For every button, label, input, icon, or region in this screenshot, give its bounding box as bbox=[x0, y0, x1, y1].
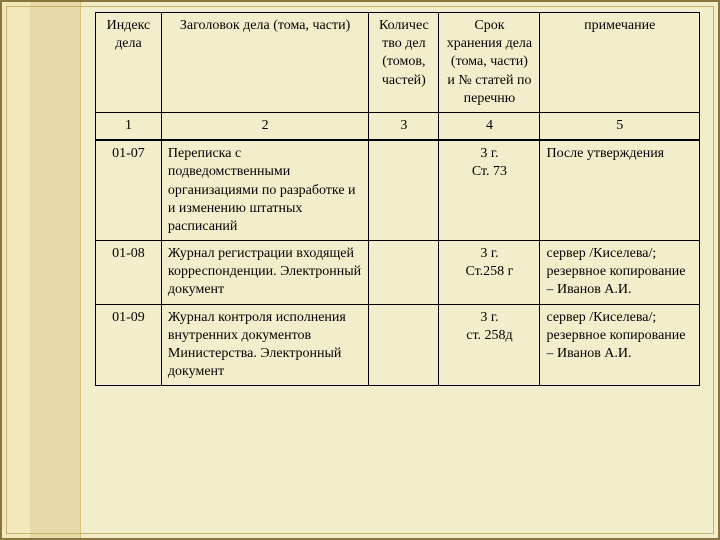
decorative-side-strip bbox=[0, 0, 81, 540]
cell-title: Журнал контроля исполнения внутренних до… bbox=[161, 304, 368, 386]
table-number-row: 1 2 3 4 5 bbox=[96, 112, 700, 140]
records-table-container: Индекс дела Заголовок дела (тома, части)… bbox=[95, 12, 700, 386]
table-row: 01-09 Журнал контроля исполнения внутрен… bbox=[96, 304, 700, 386]
cell-term: 3 г.Ст. 73 bbox=[439, 140, 540, 240]
col-number-5: 5 bbox=[540, 112, 700, 140]
cell-qty bbox=[369, 304, 439, 386]
col-header-note: примечание bbox=[540, 13, 700, 113]
col-header-index: Индекс дела bbox=[96, 13, 162, 113]
col-header-title: Заголовок дела (тома, части) bbox=[161, 13, 368, 113]
col-header-qty: Количес тво дел (томов, частей) bbox=[369, 13, 439, 113]
cell-index: 01-07 bbox=[96, 140, 162, 240]
cell-term: 3 г.Ст.258 г bbox=[439, 241, 540, 305]
cell-note: сервер /Киселева/; резервное копирование… bbox=[540, 241, 700, 305]
cell-title: Переписка с подведомственными организаци… bbox=[161, 140, 368, 240]
table-row: 01-08 Журнал регистрации входящей коррес… bbox=[96, 241, 700, 305]
col-number-4: 4 bbox=[439, 112, 540, 140]
cell-note: После утверждения bbox=[540, 140, 700, 240]
col-number-3: 3 bbox=[369, 112, 439, 140]
cell-qty bbox=[369, 241, 439, 305]
cell-qty bbox=[369, 140, 439, 240]
cell-note: сервер /Киселева/; резервное копирование… bbox=[540, 304, 700, 386]
col-number-1: 1 bbox=[96, 112, 162, 140]
cell-title: Журнал регистрации входящей корреспонден… bbox=[161, 241, 368, 305]
cell-index: 01-09 bbox=[96, 304, 162, 386]
cell-term: 3 г.ст. 258д bbox=[439, 304, 540, 386]
cell-index: 01-08 bbox=[96, 241, 162, 305]
table-row: 01-07 Переписка с подведомственными орга… bbox=[96, 140, 700, 240]
col-header-term: Срок хранения дела (тома, части) и № ста… bbox=[439, 13, 540, 113]
table-header-row: Индекс дела Заголовок дела (тома, части)… bbox=[96, 13, 700, 113]
col-number-2: 2 bbox=[161, 112, 368, 140]
records-table: Индекс дела Заголовок дела (тома, части)… bbox=[95, 12, 700, 386]
